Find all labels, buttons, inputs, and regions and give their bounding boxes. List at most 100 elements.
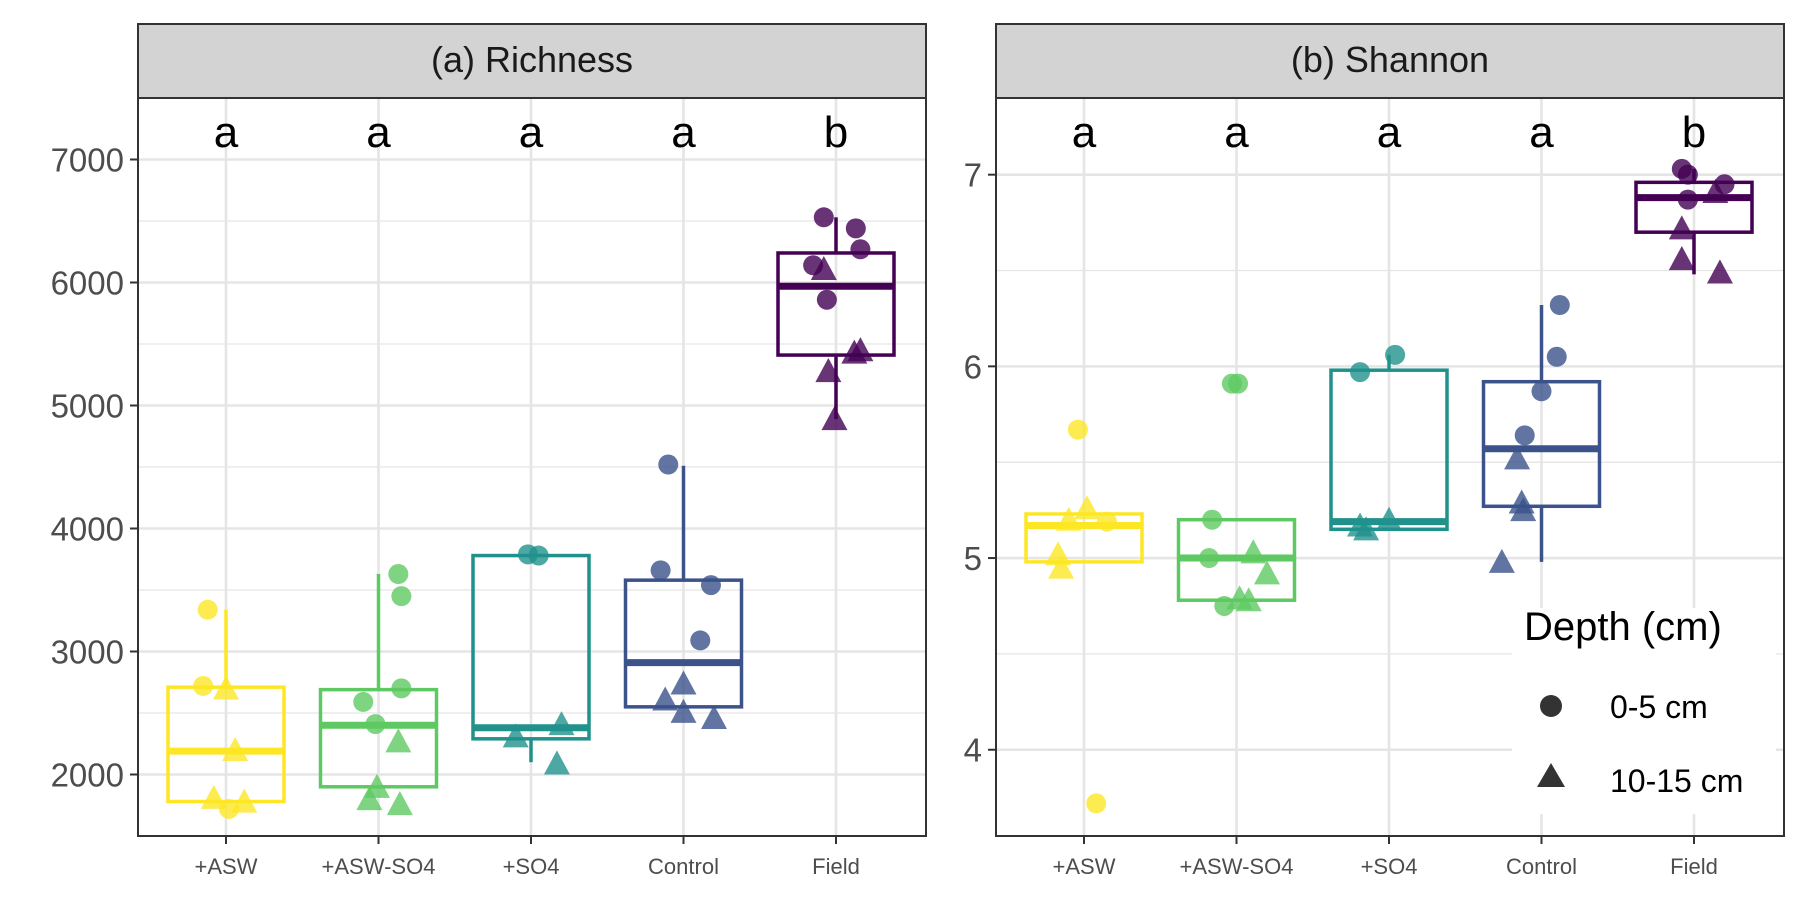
data-point-circle xyxy=(1677,164,1698,185)
significance-letter: a xyxy=(366,108,391,157)
data-point-triangle xyxy=(1706,259,1733,284)
x-tick-label: +SO4 xyxy=(1361,854,1418,879)
data-point-triangle xyxy=(670,698,697,723)
data-point-circle xyxy=(1096,511,1117,532)
data-point-triangle xyxy=(222,736,249,761)
data-point-circle xyxy=(1350,362,1371,383)
data-point-triangle xyxy=(385,728,412,753)
data-point-circle xyxy=(1514,425,1535,446)
data-point-circle xyxy=(1531,381,1552,402)
data-point-triangle xyxy=(1488,548,1515,573)
panel-a-x-axis: +ASW +ASW-SO4 +SO4 Control Field xyxy=(195,836,860,879)
significance-letter: a xyxy=(1072,108,1097,157)
data-point-triangle xyxy=(1240,539,1267,564)
significance-letter: a xyxy=(519,108,544,157)
y-tick-label: 3000 xyxy=(51,634,124,671)
data-point-circle xyxy=(1546,346,1567,367)
significance-letter: a xyxy=(1529,108,1554,157)
data-point-circle xyxy=(813,207,834,228)
significance-letter: b xyxy=(824,108,848,157)
data-point-circle xyxy=(353,691,374,712)
box-field xyxy=(776,217,896,420)
panel-b-gridlines xyxy=(996,98,1784,836)
x-tick-label: +ASW-SO4 xyxy=(322,854,436,879)
y-tick-label: 7 xyxy=(964,157,982,194)
data-point-circle xyxy=(1677,189,1698,210)
y-tick-label: 5 xyxy=(964,540,982,577)
data-point-triangle xyxy=(815,358,842,383)
data-point-triangle xyxy=(356,786,383,811)
data-point-triangle xyxy=(1668,246,1695,271)
data-point-circle xyxy=(1202,509,1223,530)
x-tick-label: Control xyxy=(648,854,719,879)
data-point-triangle xyxy=(1702,178,1729,203)
panel-b-x-axis: +ASW +ASW-SO4 +SO4 Control Field xyxy=(1053,836,1718,879)
data-point-triangle xyxy=(1376,506,1402,531)
significance-letter: a xyxy=(671,108,696,157)
legend-key-triangle xyxy=(1537,763,1565,787)
data-point-triangle xyxy=(701,704,727,729)
data-point-triangle xyxy=(670,670,697,695)
x-tick-label: +ASW xyxy=(195,854,258,879)
legend-key-circle xyxy=(1540,695,1562,717)
legend: Depth (cm) 0-5 cm 10-15 cm xyxy=(1512,605,1776,814)
data-point-triangle xyxy=(821,406,848,431)
legend-label-0-5: 0-5 cm xyxy=(1610,689,1708,725)
data-point-circle xyxy=(690,630,711,651)
significance-letter: a xyxy=(1224,108,1249,157)
y-tick-label: 4 xyxy=(964,732,982,769)
data-point-circle xyxy=(197,599,218,620)
legend-label-10-15: 10-15 cm xyxy=(1610,763,1743,799)
data-point-triangle xyxy=(652,686,679,711)
data-point-circle xyxy=(650,560,671,581)
data-point-triangle xyxy=(1074,495,1101,520)
data-point-circle xyxy=(845,218,866,239)
data-point-triangle xyxy=(502,723,529,748)
data-point-triangle xyxy=(200,784,227,809)
data-point-triangle xyxy=(1055,506,1082,531)
x-tick-label: Control xyxy=(1506,854,1577,879)
panel-a-strip xyxy=(137,23,927,99)
data-point-triangle xyxy=(1048,554,1075,579)
data-point-triangle xyxy=(810,255,837,281)
panel-b-y-axis: 4 5 6 7 xyxy=(964,157,996,769)
x-tick-label: +ASW xyxy=(1053,854,1116,879)
data-point-circle xyxy=(528,545,549,566)
data-point-circle xyxy=(391,586,412,607)
data-point-triangle xyxy=(1504,445,1531,470)
significance-letter: a xyxy=(214,108,239,157)
data-point-circle xyxy=(1214,595,1235,616)
panel-b-title: (b) Shannon xyxy=(1291,39,1489,80)
data-point-circle xyxy=(1549,295,1570,316)
legend-title: Depth (cm) xyxy=(1524,605,1722,649)
panel-a-gridlines xyxy=(138,97,926,837)
data-point-circle xyxy=(1385,344,1406,365)
data-point-triangle xyxy=(841,339,868,364)
data-point-circle xyxy=(193,675,214,696)
x-tick-label: Field xyxy=(1670,854,1718,879)
y-tick-label: 6000 xyxy=(51,265,124,302)
data-point-circle xyxy=(365,714,386,735)
y-tick-label: 5000 xyxy=(51,388,124,425)
y-tick-label: 6 xyxy=(964,348,982,385)
panel-b: Depth (cm) 0-5 cm 10-15 cm (b) Shannon a… xyxy=(964,23,1785,879)
panel-a-y-axis: 2000 3000 4000 5000 6000 7000 xyxy=(51,142,138,794)
data-point-circle xyxy=(391,678,412,699)
data-point-circle xyxy=(1228,373,1249,394)
x-tick-label: Field xyxy=(812,854,860,879)
box-iqr xyxy=(776,251,896,357)
data-point-circle xyxy=(850,239,871,260)
data-point-triangle xyxy=(1353,516,1380,541)
y-tick-label: 2000 xyxy=(51,757,124,794)
data-point-triangle xyxy=(1510,497,1537,522)
data-point-triangle xyxy=(386,791,413,816)
data-point-triangle xyxy=(543,750,570,775)
panel-a-points xyxy=(193,207,874,819)
y-tick-label: 7000 xyxy=(51,142,124,179)
panel-a-title: (a) Richness xyxy=(431,39,633,80)
significance-letter: b xyxy=(1682,108,1706,157)
x-tick-label: +ASW-SO4 xyxy=(1180,854,1294,879)
panel-b-points xyxy=(1045,158,1735,814)
